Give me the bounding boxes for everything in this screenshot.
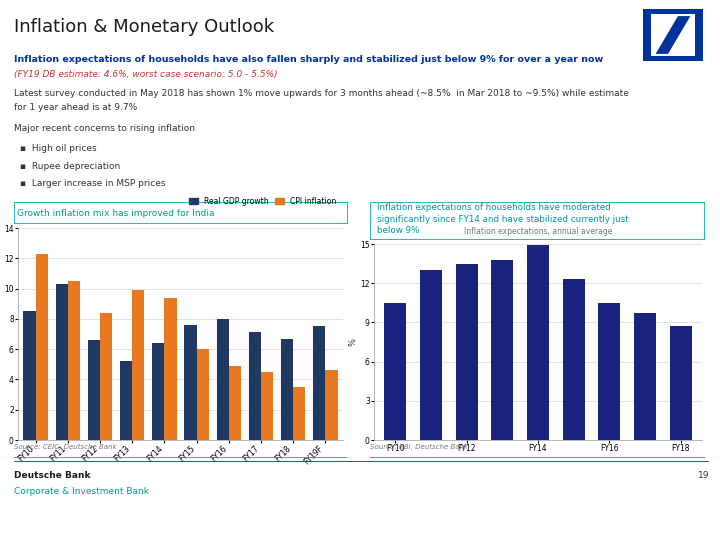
Text: ▪  High oil prices: ▪ High oil prices (20, 144, 97, 153)
Bar (120, 361, 132, 440)
Bar (491, 260, 513, 440)
Bar (670, 326, 692, 440)
Text: Inflation expectations of households have also fallen sharply and stabilized jus: Inflation expectations of households hav… (14, 55, 603, 64)
Bar (313, 326, 325, 440)
Bar (197, 349, 209, 440)
Bar (184, 325, 197, 440)
Polygon shape (656, 16, 690, 54)
Bar (152, 343, 164, 440)
FancyBboxPatch shape (651, 15, 696, 56)
Y-axis label: % yoy: % yoy (0, 321, 1, 347)
Bar (100, 313, 112, 440)
Text: (FY19 DB estimate: 4.6%, worst case scenario: 5.0 - 5.5%): (FY19 DB estimate: 4.6%, worst case scen… (14, 71, 278, 79)
Bar (229, 366, 241, 440)
Bar (36, 254, 48, 440)
Bar (598, 303, 621, 440)
Bar (281, 339, 293, 440)
Text: Source: CEIC, Deutsche Bank: Source: CEIC, Deutsche Bank (14, 443, 117, 450)
Bar (248, 333, 261, 440)
Bar (55, 284, 68, 440)
Bar (88, 340, 100, 440)
Text: Inflation expectations, annual average: Inflation expectations, annual average (464, 227, 612, 236)
FancyBboxPatch shape (643, 9, 703, 61)
Bar (634, 313, 656, 440)
Text: for 1 year ahead is at 9.7%: for 1 year ahead is at 9.7% (14, 103, 138, 111)
Bar (456, 264, 478, 440)
Bar (24, 311, 36, 440)
Text: Deutsche Bank: Deutsche Bank (14, 471, 91, 481)
Bar (217, 319, 229, 440)
Text: Growth inflation mix has improved for India: Growth inflation mix has improved for In… (17, 208, 215, 218)
Text: Inflation & Monetary Outlook: Inflation & Monetary Outlook (14, 18, 274, 36)
Legend: Real GDP growth, CPI inflation: Real GDP growth, CPI inflation (186, 194, 339, 209)
Bar (420, 270, 442, 440)
Text: Corporate & Investment Bank: Corporate & Investment Bank (14, 487, 149, 496)
Bar (325, 370, 338, 440)
Y-axis label: %: % (348, 338, 357, 346)
Text: Major recent concerns to rising inflation: Major recent concerns to rising inflatio… (14, 124, 195, 133)
Text: Source: RBI, Deutsche Bank: Source: RBI, Deutsche Bank (370, 443, 468, 450)
Bar (132, 290, 145, 440)
Bar (68, 281, 80, 440)
Bar (261, 372, 273, 440)
Text: Inflation expectations of households have moderated
significantly since FY14 and: Inflation expectations of households hav… (377, 203, 629, 235)
Bar (293, 387, 305, 440)
Text: 19: 19 (698, 471, 709, 481)
Text: ▪  Larger increase in MSP prices: ▪ Larger increase in MSP prices (20, 179, 166, 188)
Bar (164, 298, 176, 440)
Bar (384, 303, 407, 440)
Bar (527, 245, 549, 440)
Text: ▪  Rupee depreciation: ▪ Rupee depreciation (20, 161, 121, 171)
Text: Latest survey conducted in May 2018 has shown 1% move upwards for 3 months ahead: Latest survey conducted in May 2018 has … (14, 89, 629, 98)
Bar (562, 279, 585, 440)
